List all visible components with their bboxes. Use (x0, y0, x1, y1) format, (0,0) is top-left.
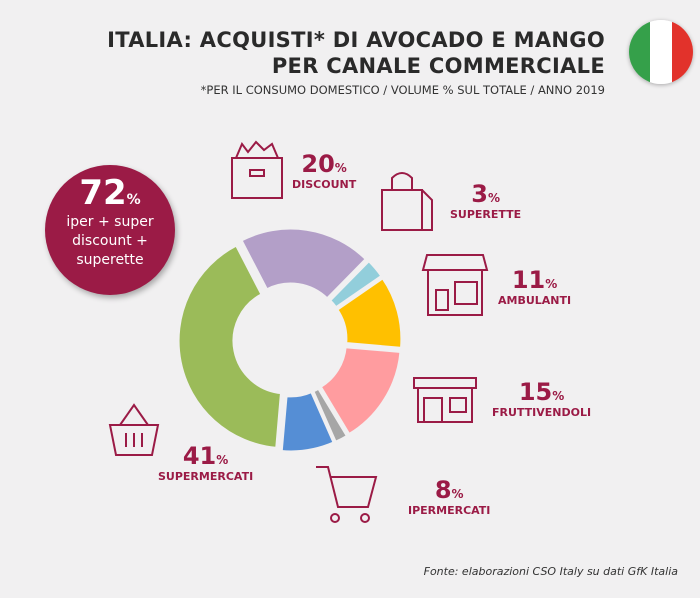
title-line-2: PER CANALE COMMERCIALE (271, 54, 605, 78)
grocery-bag-icon (231, 140, 283, 199)
highlight-value: 72% (79, 173, 141, 213)
donut-segment-ipermercati (279, 389, 337, 454)
donut-segment-fruttivendoli (318, 345, 403, 437)
market-stall-icon (421, 254, 489, 316)
shop-icon (413, 377, 477, 423)
label-supermercati: 41% SUPERMERCATI (158, 442, 254, 483)
label-ambulanti: 11% AMBULANTI (498, 266, 572, 307)
highlight-text-3: superette (76, 252, 144, 268)
italian-flag-icon (629, 20, 693, 84)
highlight-text-1: iper + super (66, 214, 154, 230)
title-line-1: ITALIA: ACQUISTI* DI AVOCADO E MANGO (107, 28, 605, 52)
donut-segment-supermercati (176, 242, 284, 451)
label-discount: 20% DISCOUNT (292, 150, 357, 191)
label-ipermercati: 8% IPERMERCATI (408, 476, 491, 517)
donut-segment-discount (238, 226, 369, 302)
highlight-text-2: discount + (72, 233, 148, 249)
highlight-bubble: 72% iper + super discount + superette (45, 165, 175, 295)
basket-icon (108, 403, 160, 456)
donut-segment-ambulanti (334, 275, 404, 351)
shopping-bag-icon (381, 172, 433, 231)
shopping-cart-icon (316, 466, 378, 523)
label-fruttivendoli: 15% FRUTTIVENDOLI (492, 378, 592, 419)
subtitle: *PER IL CONSUMO DOMESTICO / VOLUME % SUL… (200, 83, 605, 97)
source-note: Fonte: elaborazioni CSO Italy su dati Gf… (423, 565, 678, 578)
label-superette: 3% SUPERETTE (450, 180, 522, 221)
donut-segment-superette (327, 258, 385, 310)
